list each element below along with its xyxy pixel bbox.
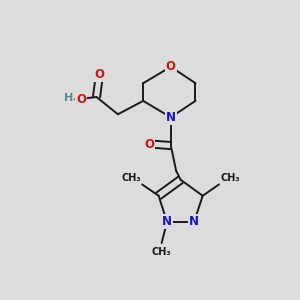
Text: N: N [166,111,176,124]
Text: N: N [162,215,172,228]
Text: O: O [144,138,154,151]
Text: CH₃: CH₃ [220,173,240,183]
Text: O: O [76,93,86,106]
Text: CH₃: CH₃ [121,173,141,183]
Text: H: H [64,93,74,103]
Text: O: O [94,68,104,81]
Text: O: O [166,60,176,73]
Text: CH₃: CH₃ [152,247,171,257]
Text: N: N [189,215,199,228]
